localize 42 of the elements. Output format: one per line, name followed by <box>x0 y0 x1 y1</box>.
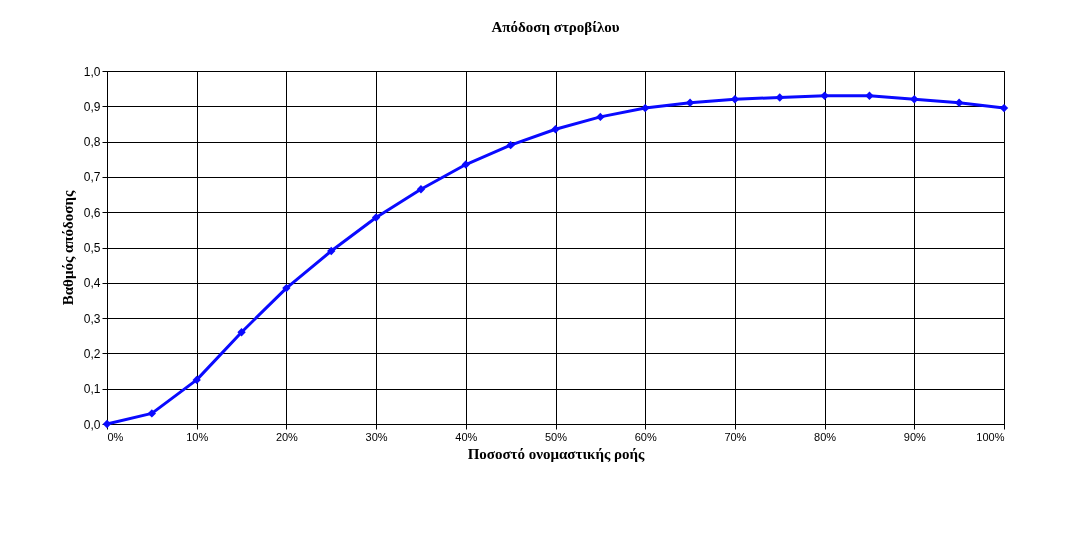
x-tick-label: 0% <box>107 430 124 443</box>
point <box>102 419 112 429</box>
y-tick-label: 0,5 <box>83 241 101 255</box>
point <box>506 140 515 150</box>
y-tick-label: 1,0 <box>83 64 101 79</box>
x-tick-label: 90% <box>903 430 927 443</box>
x-tick-label: 80% <box>814 430 837 443</box>
point <box>192 375 201 385</box>
y-tick-label: 0,1 <box>83 382 101 397</box>
point <box>282 283 291 293</box>
point <box>910 95 919 104</box>
y-tick-label: 0,6 <box>83 205 101 220</box>
point <box>551 125 560 134</box>
point <box>147 409 157 418</box>
point <box>416 185 426 194</box>
y-axis-title: Βαθμός απόδοσης <box>59 190 76 306</box>
y-tick-label: 0,8 <box>83 135 101 150</box>
y-tick-label: 0,0 <box>83 417 101 432</box>
y-tick-label: 0,7 <box>83 170 101 185</box>
x-tick-label: 70% <box>724 430 747 443</box>
point <box>775 93 784 102</box>
x-tick-label: 40% <box>455 430 478 443</box>
x-axis-title: Ποσοστό ονομαστικής ροής <box>467 445 646 462</box>
y-tick-label: 0,3 <box>83 311 101 326</box>
x-tick-label: 10% <box>186 430 209 443</box>
y-tick-label: 0,9 <box>83 99 101 114</box>
x-tick-label: 60% <box>634 430 657 443</box>
point <box>596 112 605 122</box>
point <box>820 91 829 100</box>
point <box>237 328 246 337</box>
y-tick-label: 0,2 <box>83 346 101 361</box>
point <box>461 160 470 169</box>
point <box>371 213 381 222</box>
x-tick-label: 30% <box>365 430 388 443</box>
point <box>327 246 336 256</box>
point <box>641 103 650 113</box>
x-tick-label: 50% <box>544 430 568 443</box>
y-tick-label: 0,4 <box>83 276 101 291</box>
x-tick-label: 100% <box>976 430 1005 443</box>
x-tick-label: 20% <box>275 430 299 443</box>
point <box>865 91 874 100</box>
chart-title: Απόδοση στροβίλου <box>491 19 620 35</box>
